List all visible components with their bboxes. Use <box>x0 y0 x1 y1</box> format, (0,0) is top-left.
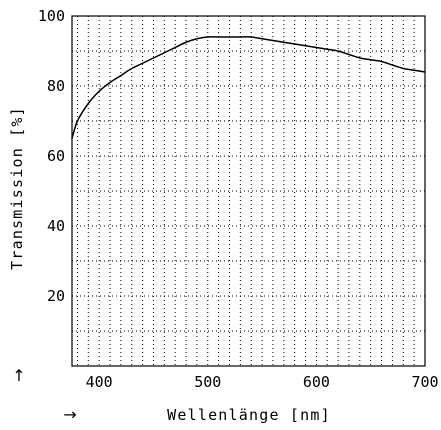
y-axis-arrow-icon: ↑ <box>12 366 25 385</box>
y-tick-label-20: 20 <box>47 287 65 305</box>
x-tick-label-600: 600 <box>303 373 330 391</box>
tick-labels: 20 40 60 80 100 400 500 600 700 <box>38 7 439 391</box>
grid-lines <box>72 16 425 366</box>
x-tick-label-400: 400 <box>86 373 113 391</box>
series-line-transmission <box>71 36 426 140</box>
y-axis-label: Transmission [%] <box>8 106 26 270</box>
y-tick-label-100: 100 <box>38 7 65 25</box>
y-tick-label-40: 40 <box>47 217 65 235</box>
y-tick-label-80: 80 <box>47 77 65 95</box>
x-axis-arrow-icon: → <box>63 405 76 424</box>
y-tick-label-60: 60 <box>47 147 65 165</box>
x-axis-label: Wellenlänge [nm] <box>167 406 331 424</box>
x-tick-label-500: 500 <box>194 373 221 391</box>
plot-frame <box>71 15 426 367</box>
x-tick-label-700: 700 <box>411 373 438 391</box>
